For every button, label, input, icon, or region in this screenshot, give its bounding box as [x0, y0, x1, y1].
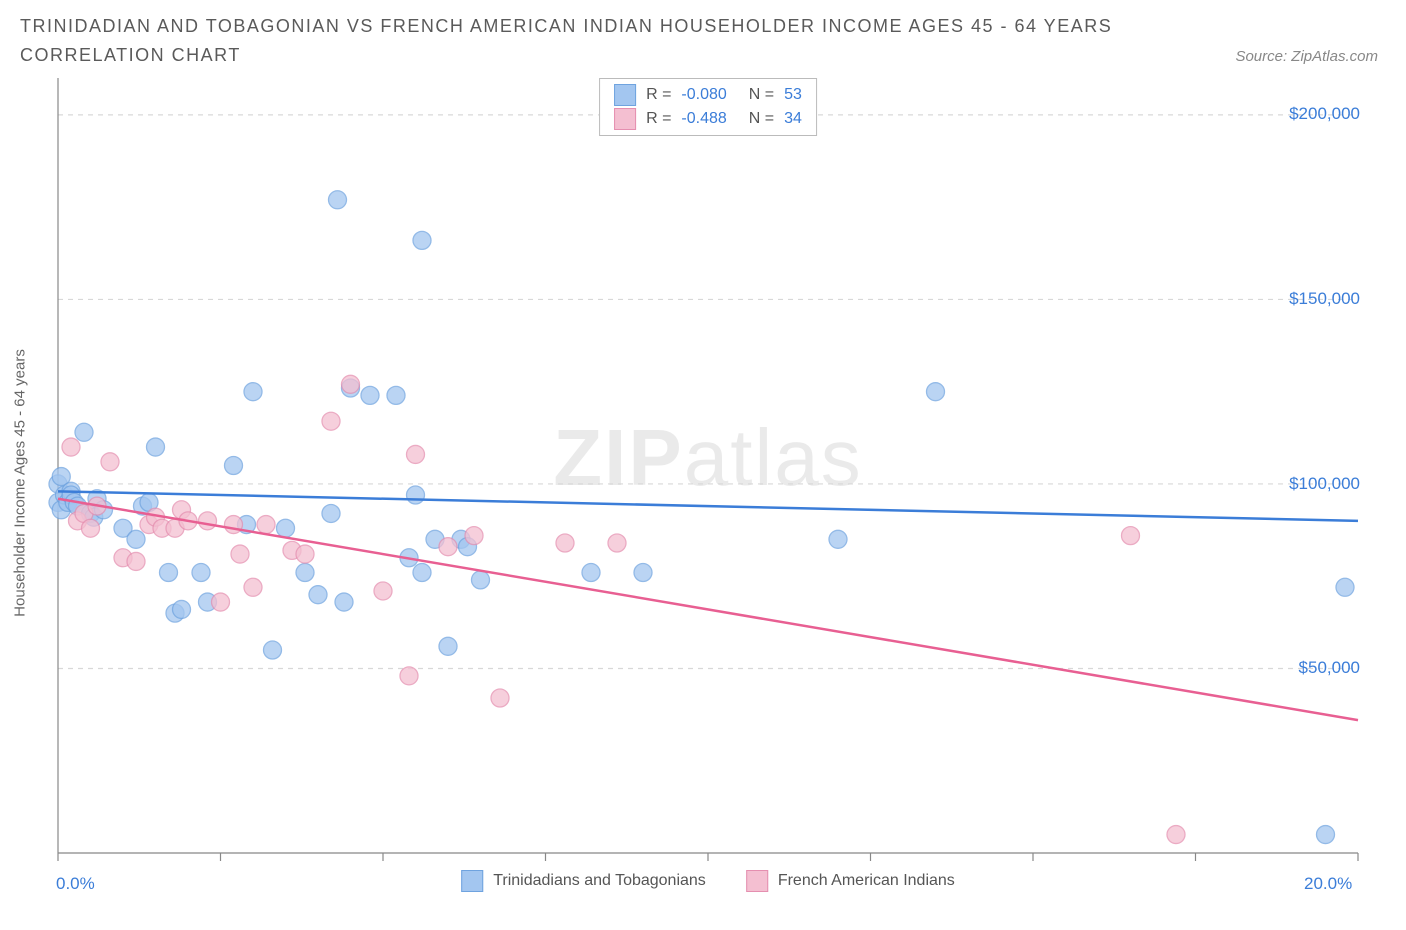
y-tick-label: $50,000	[1299, 658, 1360, 678]
data-point	[199, 511, 217, 529]
data-point	[160, 563, 178, 581]
trend-line	[58, 491, 1358, 521]
data-point	[342, 375, 360, 393]
data-point	[322, 504, 340, 522]
y-axis-label: Householder Income Ages 45 - 64 years	[12, 349, 29, 617]
data-point	[634, 563, 652, 581]
data-point	[212, 593, 230, 611]
data-point	[1122, 526, 1140, 544]
data-point	[244, 578, 262, 596]
legend-item: Trinidadians and Tobagonians	[461, 870, 706, 892]
stats-legend-row: R = -0.488 N = 34	[614, 107, 802, 131]
x-tick-label: 0.0%	[56, 874, 95, 894]
plot-area: Householder Income Ages 45 - 64 years R …	[48, 78, 1368, 888]
stats-legend: R = -0.080 N = 53 R = -0.488 N = 34	[599, 78, 817, 136]
r-label: R =	[646, 83, 671, 107]
stats-legend-row: R = -0.080 N = 53	[614, 83, 802, 107]
data-point	[387, 386, 405, 404]
data-point	[75, 423, 93, 441]
data-point	[62, 438, 80, 456]
data-point	[374, 582, 392, 600]
swatch-icon	[746, 870, 768, 892]
x-tick-label: 20.0%	[1304, 874, 1352, 894]
chart-title: TRINIDADIAN AND TOBAGONIAN VS FRENCH AME…	[20, 12, 1120, 70]
legend-item: French American Indians	[746, 870, 955, 892]
n-value: 53	[784, 83, 802, 107]
data-point	[1167, 825, 1185, 843]
data-point	[465, 526, 483, 544]
data-point	[309, 585, 327, 603]
series-legend: Trinidadians and Tobagonians French Ameri…	[461, 870, 955, 892]
data-point	[296, 545, 314, 563]
n-value: 34	[784, 107, 802, 131]
y-tick-label: $150,000	[1289, 289, 1360, 309]
y-tick-label: $100,000	[1289, 474, 1360, 494]
swatch-icon	[614, 84, 636, 106]
legend-label: Trinidadians and Tobagonians	[493, 872, 706, 890]
y-tick-label: $200,000	[1289, 104, 1360, 124]
data-point	[472, 570, 490, 588]
data-point	[556, 534, 574, 552]
data-point	[582, 563, 600, 581]
scatter-chart	[48, 78, 1368, 888]
data-point	[1336, 578, 1354, 596]
trend-line	[58, 498, 1358, 719]
data-point	[322, 412, 340, 430]
data-point	[225, 456, 243, 474]
data-point	[927, 382, 945, 400]
data-point	[82, 519, 100, 537]
n-label: N =	[749, 107, 774, 131]
data-point	[335, 593, 353, 611]
data-point	[231, 545, 249, 563]
r-label: R =	[646, 107, 671, 131]
data-point	[1317, 825, 1335, 843]
data-point	[413, 563, 431, 581]
data-point	[101, 452, 119, 470]
data-point	[407, 445, 425, 463]
data-point	[439, 537, 457, 555]
data-point	[361, 386, 379, 404]
data-point	[296, 563, 314, 581]
r-value: -0.080	[681, 83, 726, 107]
data-point	[257, 515, 275, 533]
data-point	[608, 534, 626, 552]
r-value: -0.488	[681, 107, 726, 131]
n-label: N =	[749, 83, 774, 107]
data-point	[127, 530, 145, 548]
data-point	[192, 563, 210, 581]
data-point	[264, 641, 282, 659]
data-point	[413, 231, 431, 249]
legend-label: French American Indians	[778, 872, 955, 890]
data-point	[147, 438, 165, 456]
data-point	[491, 689, 509, 707]
source-label: Source: ZipAtlas.com	[1235, 48, 1378, 65]
data-point	[329, 190, 347, 208]
data-point	[439, 637, 457, 655]
data-point	[407, 486, 425, 504]
data-point	[400, 666, 418, 684]
data-point	[244, 382, 262, 400]
data-point	[173, 600, 191, 618]
data-point	[277, 519, 295, 537]
swatch-icon	[461, 870, 483, 892]
data-point	[127, 552, 145, 570]
data-point	[829, 530, 847, 548]
swatch-icon	[614, 108, 636, 130]
